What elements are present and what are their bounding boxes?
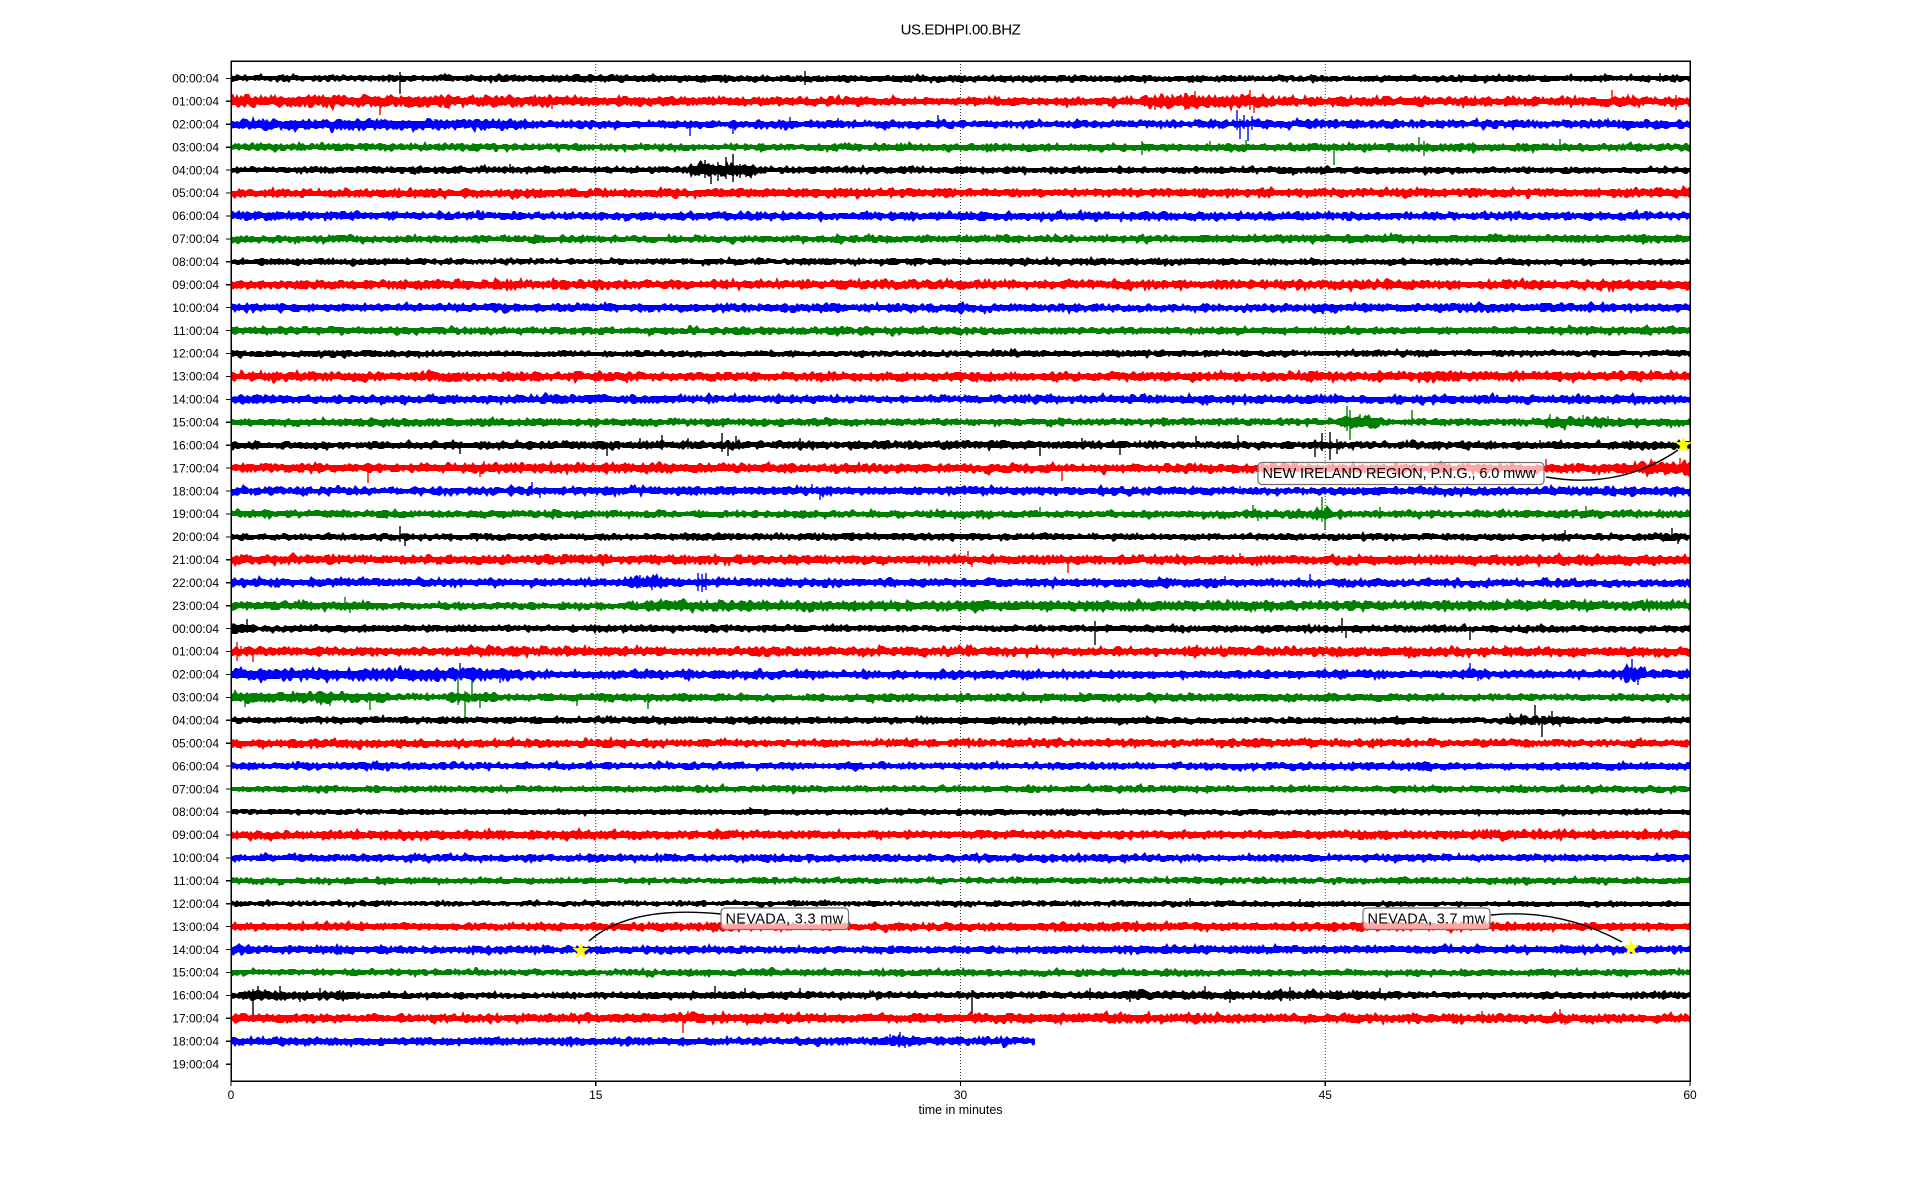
svg-text:US.EDHPI.00.BHZ: US.EDHPI.00.BHZ — [901, 21, 1021, 38]
svg-text:04:00:04: 04:00:04 — [172, 163, 219, 177]
svg-text:07:00:04: 07:00:04 — [172, 232, 219, 246]
svg-text:time in minutes: time in minutes — [918, 1103, 1002, 1117]
svg-text:00:00:04: 00:00:04 — [172, 622, 219, 636]
svg-text:01:00:04: 01:00:04 — [172, 95, 219, 109]
svg-text:16:00:04: 16:00:04 — [172, 989, 219, 1003]
svg-text:08:00:04: 08:00:04 — [172, 255, 219, 269]
svg-text:NEVADA, 3.3 mw: NEVADA, 3.3 mw — [726, 912, 844, 928]
svg-text:08:00:04: 08:00:04 — [172, 805, 219, 819]
svg-text:03:00:04: 03:00:04 — [172, 691, 219, 705]
svg-text:19:00:04: 19:00:04 — [172, 507, 219, 521]
svg-text:01:00:04: 01:00:04 — [172, 645, 219, 659]
svg-text:15:00:04: 15:00:04 — [172, 966, 219, 980]
svg-text:00:00:04: 00:00:04 — [172, 72, 219, 86]
svg-text:12:00:04: 12:00:04 — [172, 347, 219, 361]
svg-text:11:00:04: 11:00:04 — [173, 324, 219, 338]
svg-text:13:00:04: 13:00:04 — [172, 920, 219, 934]
svg-text:02:00:04: 02:00:04 — [172, 117, 219, 131]
svg-text:18:00:04: 18:00:04 — [172, 484, 219, 498]
svg-text:0: 0 — [228, 1088, 235, 1102]
svg-text:11:00:04: 11:00:04 — [173, 874, 219, 888]
svg-text:10:00:04: 10:00:04 — [172, 851, 219, 865]
svg-text:03:00:04: 03:00:04 — [172, 140, 219, 154]
svg-text:17:00:04: 17:00:04 — [172, 1012, 219, 1026]
svg-text:15: 15 — [589, 1088, 603, 1102]
svg-text:09:00:04: 09:00:04 — [172, 828, 219, 842]
svg-text:22:00:04: 22:00:04 — [172, 576, 219, 590]
svg-text:02:00:04: 02:00:04 — [172, 668, 219, 682]
svg-text:13:00:04: 13:00:04 — [172, 370, 219, 384]
svg-text:05:00:04: 05:00:04 — [172, 186, 219, 200]
svg-text:06:00:04: 06:00:04 — [172, 209, 219, 223]
svg-text:30: 30 — [954, 1088, 968, 1102]
svg-text:12:00:04: 12:00:04 — [172, 897, 219, 911]
svg-text:23:00:04: 23:00:04 — [172, 599, 219, 613]
svg-text:09:00:04: 09:00:04 — [172, 278, 219, 292]
svg-text:21:00:04: 21:00:04 — [172, 553, 219, 567]
svg-text:NEW IRELAND REGION, P.N.G., 6.: NEW IRELAND REGION, P.N.G., 6.0 mww — [1263, 466, 1537, 482]
svg-text:20:00:04: 20:00:04 — [172, 530, 219, 544]
svg-text:16:00:04: 16:00:04 — [172, 438, 219, 452]
svg-text:06:00:04: 06:00:04 — [172, 759, 219, 773]
svg-text:05:00:04: 05:00:04 — [172, 736, 219, 750]
svg-text:07:00:04: 07:00:04 — [172, 782, 219, 796]
svg-text:17:00:04: 17:00:04 — [172, 461, 219, 475]
svg-text:04:00:04: 04:00:04 — [172, 714, 219, 728]
svg-text:10:00:04: 10:00:04 — [172, 301, 219, 315]
svg-text:NEVADA, 3.7 mw: NEVADA, 3.7 mw — [1368, 912, 1486, 928]
svg-text:14:00:04: 14:00:04 — [172, 393, 219, 407]
svg-text:14:00:04: 14:00:04 — [172, 943, 219, 957]
svg-text:45: 45 — [1319, 1088, 1333, 1102]
svg-text:15:00:04: 15:00:04 — [172, 416, 219, 430]
svg-text:18:00:04: 18:00:04 — [172, 1035, 219, 1049]
svg-text:19:00:04: 19:00:04 — [172, 1057, 219, 1071]
svg-text:60: 60 — [1683, 1088, 1697, 1102]
